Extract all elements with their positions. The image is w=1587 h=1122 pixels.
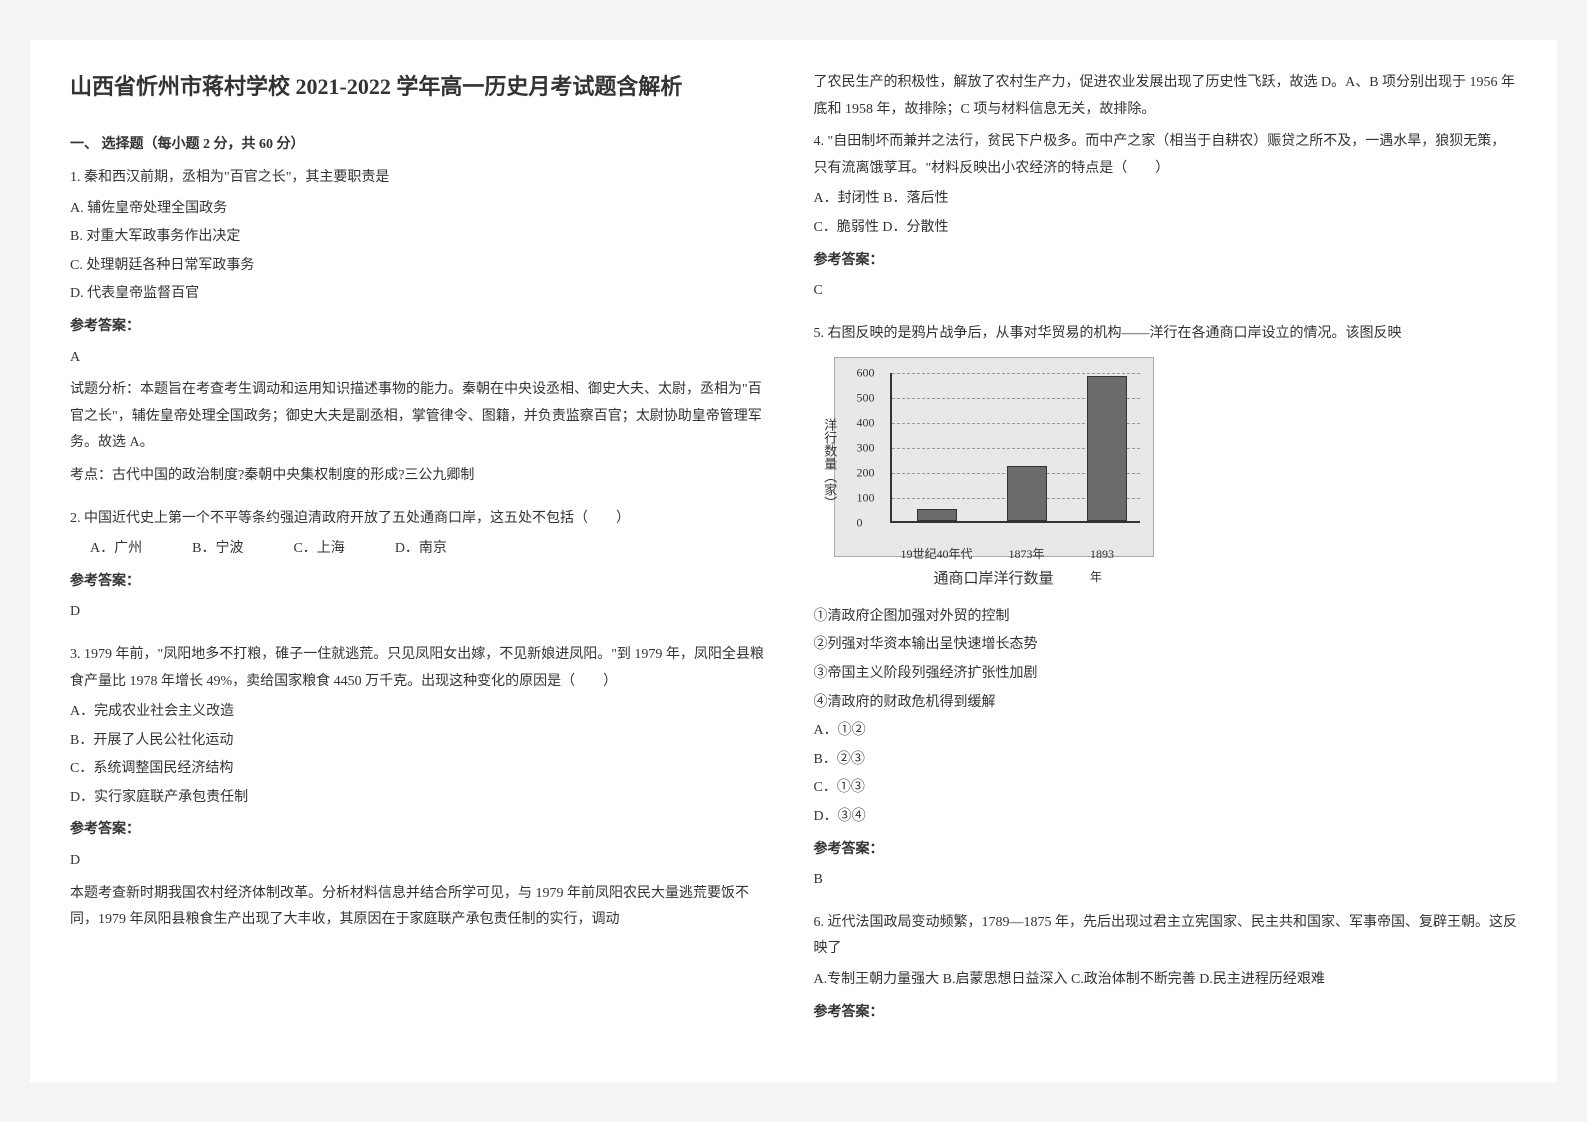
chart-bar [1087, 376, 1127, 521]
question-1: 1. 秦和西汉前期，丞相为"百官之长"，其主要职责是 A. 辅佐皇帝处理全国政务… [70, 165, 774, 496]
q2-option-d: D．南京 [395, 536, 447, 563]
q5-statement-1: ①清政府企图加强对外贸的控制 [814, 604, 1518, 631]
q4-answer-label: 参考答案： [814, 248, 1518, 275]
chart-bar [1007, 466, 1047, 521]
left-column: 山西省忻州市蒋村学校 2021-2022 学年高一历史月考试题含解析 一、 选择… [70, 70, 774, 1052]
q1-stem: 1. 秦和西汉前期，丞相为"百官之长"，其主要职责是 [70, 165, 774, 192]
q1-option-a: A. 辅佐皇帝处理全国政务 [70, 196, 774, 223]
q3-stem: 3. 1979 年前，"凤阳地多不打粮，碓子一住就逃荒。只见凤阳女出嫁，不见新娘… [70, 642, 774, 695]
chart-ytick-label: 600 [857, 362, 875, 385]
q1-explanation-1: 试题分析：本题旨在考查考生调动和运用知识描述事物的能力。秦朝在中央设丞相、御史大… [70, 377, 774, 457]
document-title: 山西省忻州市蒋村学校 2021-2022 学年高一历史月考试题含解析 [70, 70, 774, 103]
question-2: 2. 中国近代史上第一个不平等条约强迫清政府开放了五处通商口岸，这五处不包括（ … [70, 506, 774, 632]
q5-statement-2: ②列强对华资本输出呈快速增长态势 [814, 632, 1518, 659]
chart-xlabel: 1893年 [1090, 543, 1123, 589]
q4-options-ab: A．封闭性 B．落后性 [814, 186, 1518, 213]
q5-answer: B [814, 867, 1518, 894]
question-3: 3. 1979 年前，"凤阳地多不打粮，碓子一住就逃荒。只见凤阳女出嫁，不见新娘… [70, 642, 774, 940]
chart-xlabel: 1873年 [1008, 543, 1044, 566]
q3-option-a: A．完成农业社会主义改造 [70, 699, 774, 726]
chart-bar [917, 509, 957, 522]
q2-option-b: B．宁波 [192, 536, 243, 563]
question-4: 4. "自田制坏而兼并之法行，贫民下户极多。而中产之家（相当于自耕农）赈贷之所不… [814, 129, 1518, 311]
q2-options: A．广州 B．宁波 C．上海 D．南京 [90, 536, 774, 563]
q1-answer: A [70, 345, 774, 372]
chart-plot-area: 19世纪40年代1873年1893年 0100200300400500600 [890, 373, 1140, 523]
q6-options: A.专制王朝力量强大 B.启蒙思想日益深入 C.政治体制不断完善 D.民主进程历… [814, 967, 1518, 994]
chart-ytick-label: 500 [857, 387, 875, 410]
q3-explanation: 本题考查新时期我国农村经济体制改革。分析材料信息并结合所学可见，与 1979 年… [70, 881, 774, 934]
q5-answer-label: 参考答案： [814, 837, 1518, 864]
chart-ylabel: 洋行数量（家） [817, 418, 842, 509]
section-1-header: 一、 选择题（每小题 2 分，共 60 分） [70, 133, 774, 153]
question-5: 5. 右图反映的是鸦片战争后，从事对华贸易的机构——洋行在各通商口岸设立的情况。… [814, 321, 1518, 900]
q1-explanation-2: 考点：古代中国的政治制度?秦朝中央集权制度的形成?三公九卿制 [70, 463, 774, 490]
q3-option-d: D．实行家庭联产承包责任制 [70, 785, 774, 812]
q5-option-b: B．②③ [814, 747, 1518, 774]
q1-answer-label: 参考答案： [70, 314, 774, 341]
q5-chart-wrapper: 洋行数量（家） 19世纪40年代1873年1893年 0100200300400… [834, 357, 1518, 594]
chart-xlabel: 19世纪40年代 [900, 543, 972, 566]
q5-statement-4: ④清政府的财政危机得到缓解 [814, 690, 1518, 717]
chart-ytick-label: 100 [857, 487, 875, 510]
q4-options-cd: C．脆弱性 D．分散性 [814, 215, 1518, 242]
chart-ytick-label: 0 [857, 512, 863, 535]
q3-explanation-continued: 了农民生产的积极性，解放了农村生产力，促进农业发展出现了历史性飞跃，故选 D。A… [814, 70, 1518, 123]
q5-statement-3: ③帝国主义阶段列强经济扩张性加剧 [814, 661, 1518, 688]
q6-answer-label: 参考答案： [814, 1000, 1518, 1027]
q6-stem: 6. 近代法国政局变动频繁，1789—1875 年，先后出现过君主立宪国家、民主… [814, 910, 1518, 963]
chart-ytick-label: 300 [857, 437, 875, 460]
chart-ytick-label: 400 [857, 412, 875, 435]
q5-chart: 洋行数量（家） 19世纪40年代1873年1893年 0100200300400… [834, 357, 1154, 557]
q2-option-a: A．广州 [90, 536, 142, 563]
q3-answer: D [70, 848, 774, 875]
q2-option-c: C．上海 [293, 536, 344, 563]
right-column: 了农民生产的积极性，解放了农村生产力，促进农业发展出现了历史性飞跃，故选 D。A… [814, 70, 1518, 1052]
q5-option-d: D．③④ [814, 804, 1518, 831]
q4-stem: 4. "自田制坏而兼并之法行，贫民下户极多。而中产之家（相当于自耕农）赈贷之所不… [814, 129, 1518, 182]
q3-option-b: B．开展了人民公社化运动 [70, 728, 774, 755]
chart-gridline [892, 373, 1140, 374]
q5-stem: 5. 右图反映的是鸦片战争后，从事对华贸易的机构——洋行在各通商口岸设立的情况。… [814, 321, 1518, 348]
q2-answer-label: 参考答案： [70, 569, 774, 596]
q5-option-c: C．①③ [814, 775, 1518, 802]
q4-answer: C [814, 278, 1518, 305]
q1-option-b: B. 对重大军政事务作出决定 [70, 224, 774, 251]
question-6: 6. 近代法国政局变动频繁，1789—1875 年，先后出现过君主立宪国家、民主… [814, 910, 1518, 1030]
page-container: 山西省忻州市蒋村学校 2021-2022 学年高一历史月考试题含解析 一、 选择… [30, 40, 1557, 1082]
q5-option-a: A．①② [814, 718, 1518, 745]
q3-answer-label: 参考答案： [70, 817, 774, 844]
q1-option-c: C. 处理朝廷各种日常军政事务 [70, 253, 774, 280]
q2-stem: 2. 中国近代史上第一个不平等条约强迫清政府开放了五处通商口岸，这五处不包括（ … [70, 506, 774, 533]
q1-option-d: D. 代表皇帝监督百官 [70, 281, 774, 308]
chart-ytick-label: 200 [857, 462, 875, 485]
q3-option-c: C．系统调整国民经济结构 [70, 756, 774, 783]
q2-answer: D [70, 599, 774, 626]
